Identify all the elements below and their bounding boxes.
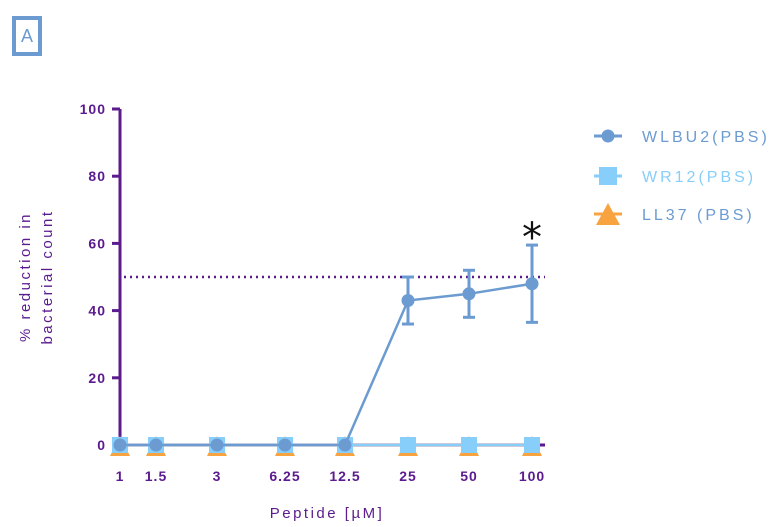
x-tick-label: 1.5 <box>145 468 167 484</box>
legend-item: WLBU2(PBS) <box>594 129 770 146</box>
x-tick-label: 3 <box>213 468 222 484</box>
data-point-circle <box>278 438 292 452</box>
significance-asterisk: * <box>522 215 542 261</box>
x-tick-label: 6.25 <box>269 468 300 484</box>
x-axis-title: Peptide [µM] <box>270 505 385 522</box>
x-tick-label: 25 <box>399 468 417 484</box>
y-axis-title-group: % reduction in bacterial count <box>17 209 56 344</box>
y-tick-label: 40 <box>88 303 106 319</box>
legend-marker-circle <box>601 129 615 143</box>
panel-label-box: A <box>12 16 42 56</box>
legend-item: WR12(PBS) <box>594 167 756 186</box>
legend-label: WR12(PBS) <box>642 169 756 186</box>
panel-label: A <box>20 26 33 46</box>
legend-label: WLBU2(PBS) <box>642 129 770 146</box>
y-tick-label: 0 <box>97 437 106 453</box>
data-point-circle <box>338 438 352 452</box>
x-tick-label: 1 <box>116 468 125 484</box>
x-tick-label: 100 <box>519 468 545 484</box>
y-axis-title-line: % reduction in <box>17 212 34 342</box>
legend-marker-triangle <box>596 203 620 225</box>
data-point-square <box>461 437 477 453</box>
legend-item: LL37 (PBS) <box>594 203 755 225</box>
data-point-circle <box>525 277 539 291</box>
x-tick-label: 50 <box>460 468 478 484</box>
y-tick-label: 80 <box>88 168 106 184</box>
data-point-circle <box>149 438 163 452</box>
legend-label: LL37 (PBS) <box>642 207 755 224</box>
data-point-square <box>400 437 416 453</box>
y-axis-title-line: bacterial count <box>39 209 56 344</box>
data-point-circle <box>462 287 476 301</box>
legend-marker-square <box>599 167 617 185</box>
x-tick-label: 12.5 <box>329 468 360 484</box>
series-line-circle <box>120 282 533 447</box>
data-point-circle <box>113 438 127 452</box>
data-point-circle <box>401 294 415 308</box>
y-tick-label: 60 <box>88 235 106 251</box>
data-point-circle <box>210 438 224 452</box>
y-tick-label: 20 <box>88 370 106 386</box>
data-point-square <box>524 437 540 453</box>
y-tick-label: 100 <box>80 101 106 117</box>
